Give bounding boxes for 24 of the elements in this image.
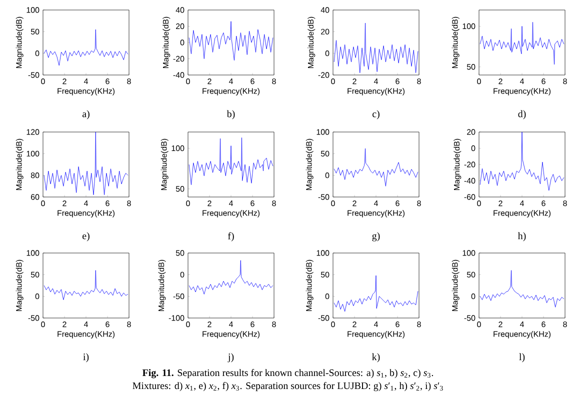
text: c)	[372, 110, 380, 120]
text: d)	[518, 110, 526, 120]
text: a)	[82, 110, 90, 120]
line-series	[480, 270, 564, 308]
text: j)	[228, 353, 234, 362]
text: g)	[372, 232, 380, 242]
text: f)	[228, 232, 234, 242]
line-series	[44, 270, 128, 300]
line-series	[44, 132, 128, 196]
text: Mixtures: d) x$_{1}$, e) x$_{2}$, f) x$_{3}$. Separation sources for LUJBD: g) s′$_{1}$, h) s′$_{2}$, i) s′$_{3}$	[132, 382, 443, 392]
text: Fig. 11. Separation results for known channel-Sources: a) s$_{1}$, b) s$_{2}$, c) s$_{3}$.	[142, 368, 434, 378]
line-series	[188, 137, 274, 186]
text: l)	[519, 353, 525, 362]
text: k)	[372, 353, 380, 362]
line-series	[480, 22, 564, 65]
line-series	[334, 148, 418, 186]
text: i)	[83, 353, 89, 362]
text: b)	[226, 110, 235, 120]
text: h)	[518, 232, 526, 242]
line-series	[188, 260, 274, 294]
line-series	[44, 29, 128, 66]
line-series	[480, 132, 564, 191]
line-series	[188, 21, 274, 61]
text: e)	[82, 232, 90, 242]
